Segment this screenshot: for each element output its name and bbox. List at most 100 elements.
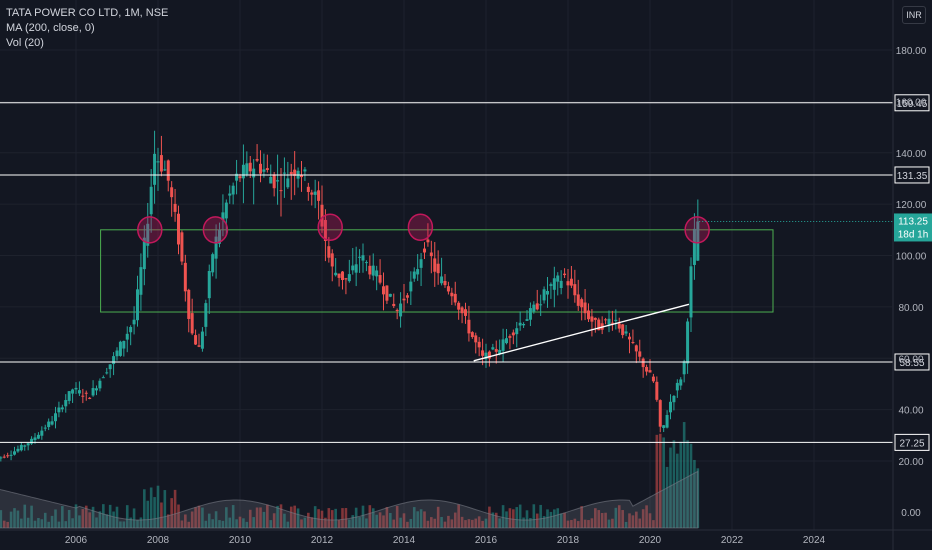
candle-body <box>204 303 208 327</box>
candle-body <box>416 269 420 275</box>
candle-body <box>149 186 153 215</box>
volume-bar <box>98 511 102 528</box>
volume-bar <box>231 505 235 528</box>
peak-circle[interactable] <box>407 213 434 241</box>
candle-body <box>481 350 485 356</box>
candle-body <box>638 351 642 357</box>
volume-bar <box>553 509 556 528</box>
volume-bar <box>515 507 519 528</box>
volume-bar <box>621 510 624 528</box>
volume-bar <box>259 507 262 528</box>
volume-bar <box>289 506 293 528</box>
volume-bar <box>173 489 177 528</box>
candle-body <box>361 255 365 261</box>
volume-bar <box>293 505 296 528</box>
volume-bar <box>40 519 44 528</box>
candle-body <box>388 293 392 297</box>
peak-circle[interactable] <box>202 216 229 244</box>
volume-bar <box>617 505 621 528</box>
volume-bar <box>307 512 310 528</box>
volume-bar <box>471 519 474 528</box>
volume-bar <box>47 521 50 528</box>
candle-body <box>259 163 262 174</box>
horizontal-levels[interactable]: 159.45 131.35 58.55 27.25 <box>0 94 930 451</box>
volume-bar <box>184 514 187 528</box>
volume-bar <box>330 510 334 528</box>
candle-body <box>317 190 321 201</box>
volume-bar <box>67 509 71 528</box>
volume-bar <box>392 519 396 528</box>
candle-body <box>238 176 242 179</box>
volume-bar <box>74 504 78 528</box>
candle-body <box>139 267 143 295</box>
volume-bar <box>81 509 85 528</box>
currency-badge[interactable]: INR <box>902 6 926 24</box>
x-tick-label: 2010 <box>229 535 252 546</box>
candle-body <box>187 289 191 319</box>
candle-body <box>392 303 396 307</box>
x-tick-label: 2024 <box>803 535 826 546</box>
volume-bar <box>190 511 194 528</box>
candle-body <box>47 421 51 428</box>
price-tag[interactable] <box>894 213 932 242</box>
candle-body <box>279 190 283 192</box>
range-box[interactable] <box>100 229 774 313</box>
candle-body <box>351 265 355 271</box>
volume-bar <box>436 506 440 528</box>
volume-bar <box>235 519 238 528</box>
volume-bar <box>522 517 525 528</box>
volume-bar <box>464 520 467 528</box>
volume-bar <box>125 505 129 528</box>
candle-body <box>40 430 44 436</box>
volume-bar <box>272 513 276 528</box>
volume-bar <box>122 521 126 528</box>
trendline[interactable] <box>473 303 690 362</box>
legend-vol[interactable]: Vol (20) <box>6 37 44 49</box>
peak-circle[interactable] <box>317 213 343 241</box>
candle-body <box>327 246 331 258</box>
volume-bar <box>409 518 413 528</box>
y-tick-label: 120.00 <box>896 200 927 211</box>
volume-bar <box>361 505 365 528</box>
candle-body <box>132 319 136 325</box>
volume-bar <box>542 516 546 528</box>
candle-body <box>320 204 324 227</box>
peak-circle[interactable] <box>684 216 710 244</box>
candle-body <box>669 401 672 413</box>
volume-bar <box>279 504 283 528</box>
candle-body <box>467 319 471 334</box>
candle-body <box>446 286 450 292</box>
candle-body <box>194 335 198 345</box>
peak-circle[interactable] <box>137 216 163 244</box>
volume-bar <box>20 518 23 528</box>
candle-body <box>423 248 426 253</box>
volume-bar <box>43 512 47 528</box>
volume-bar <box>105 514 109 528</box>
candle-body <box>436 263 440 274</box>
candle-body <box>409 281 413 292</box>
volume-bar <box>207 513 211 528</box>
candle-body <box>344 278 348 280</box>
trendline-layer[interactable] <box>473 303 690 362</box>
candle-body <box>122 340 126 349</box>
candle-body <box>6 455 10 457</box>
volume-bar <box>679 441 683 528</box>
level-label-box <box>894 166 930 184</box>
candle-body <box>235 173 239 181</box>
volume-bar <box>508 508 512 528</box>
time-axis[interactable]: 2006 2008 2010 2012 2014 2016 2018 2020 2022 2024 <box>0 529 932 546</box>
candle-body <box>498 349 502 354</box>
legend-ma[interactable]: MA (200, close, 0) <box>6 22 95 34</box>
volume-bar <box>488 506 491 528</box>
peak-circles[interactable] <box>137 213 710 244</box>
volume-bar <box>286 521 290 528</box>
candle-body <box>491 347 495 350</box>
candle-body <box>501 339 505 351</box>
candle-body <box>173 203 177 212</box>
volume-bar <box>163 490 167 528</box>
price-axis[interactable]: 180.00 160.00 140.00 120.00 100.00 80.00 60.00… <box>699 0 932 550</box>
candle-body <box>583 302 587 314</box>
legend-title[interactable]: TATA POWER CO LTD, 1M, NSE <box>6 7 169 19</box>
volume-bar <box>156 485 160 528</box>
